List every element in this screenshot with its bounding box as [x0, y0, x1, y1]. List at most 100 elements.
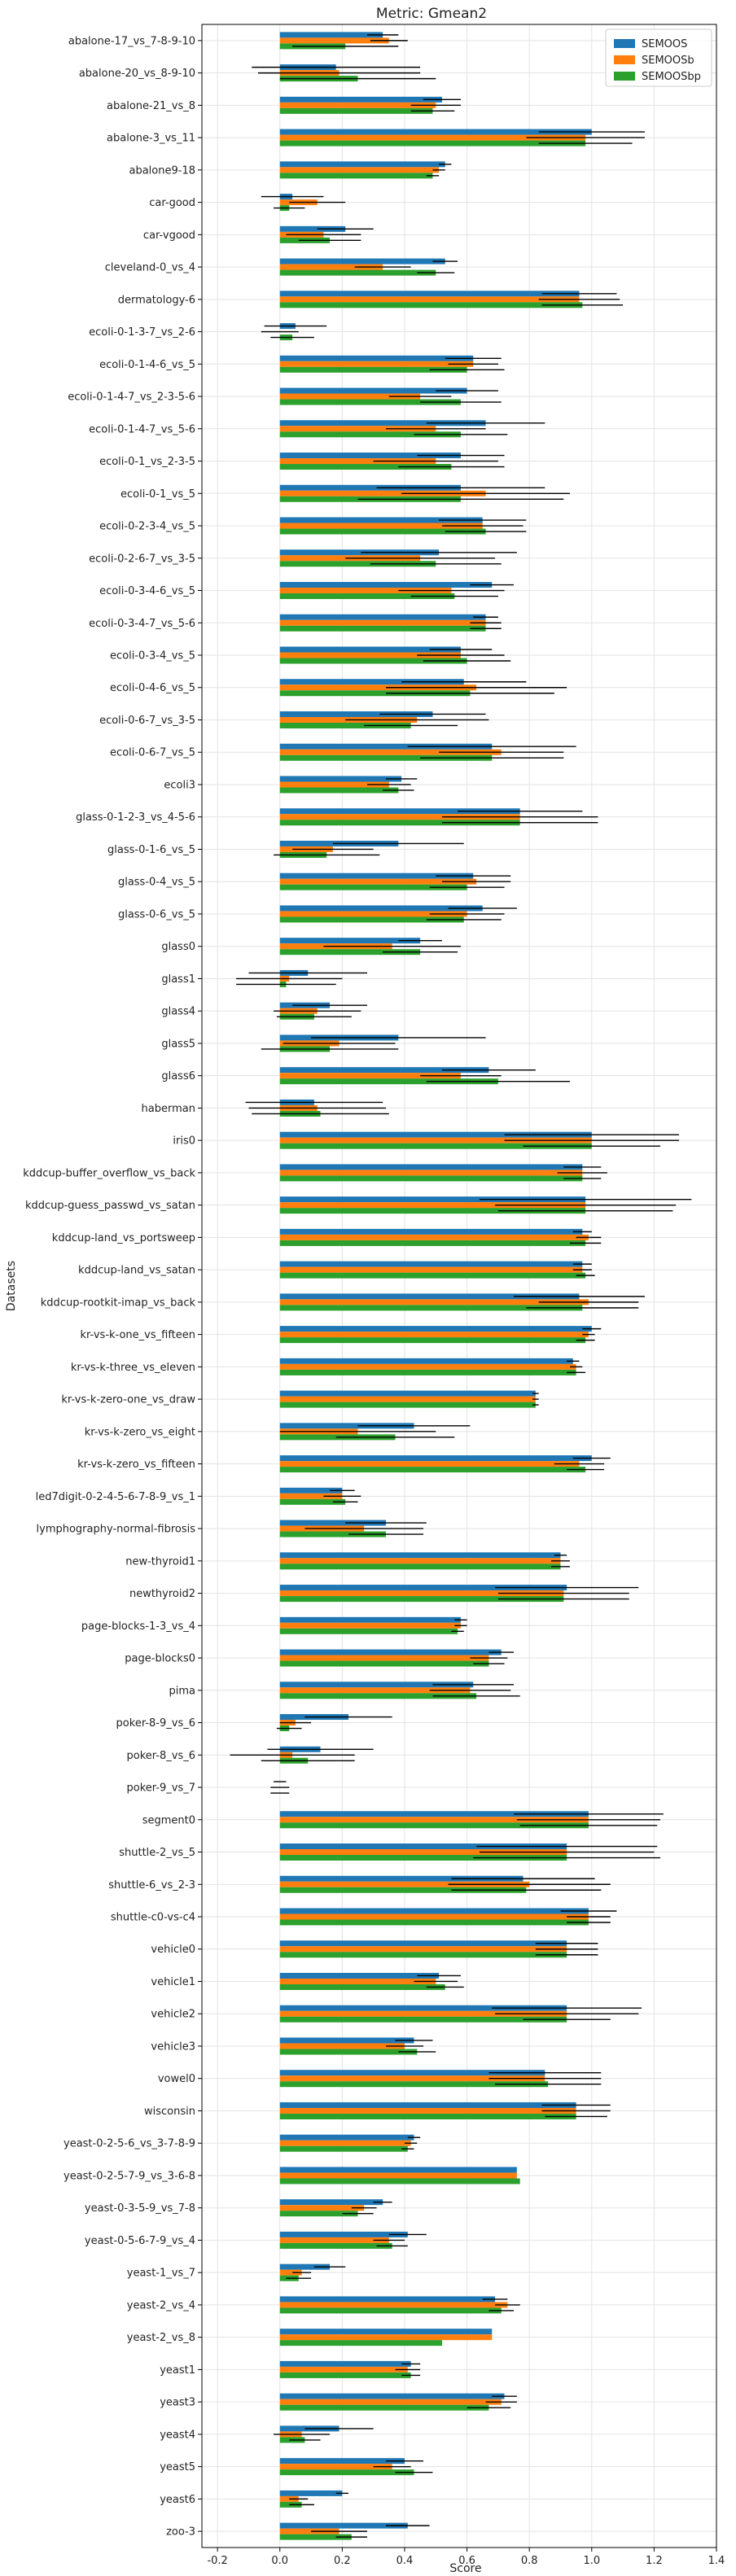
y-tick-label: glass-0-1-6_vs_5: [107, 844, 195, 856]
bar-semoosb: [279, 296, 580, 303]
bar-semoosb: [279, 2528, 340, 2534]
y-tick-label: ecoli-0-1-3-7_vs_2-6: [89, 326, 195, 339]
bar-semoosbp: [279, 1175, 583, 1182]
y-tick-label: poker-8_vs_6: [127, 1750, 195, 1762]
x-tick-label: 0.2: [334, 2555, 351, 2567]
y-tick-label: glass-0-4_vs_5: [118, 877, 195, 889]
bar-semoosbp: [279, 1952, 567, 1958]
bar-semoosb: [279, 1817, 589, 1823]
bar-semoosbp: [279, 1628, 458, 1634]
y-tick-label: yeast3: [160, 2397, 195, 2409]
bar-semoos: [279, 484, 461, 491]
bar-semoos: [279, 1520, 386, 1526]
bar-semoosbp: [279, 1208, 586, 1214]
bar-semoos: [279, 387, 467, 394]
bar-semoosb: [279, 684, 477, 691]
bar-semoosbp: [279, 1305, 583, 1311]
bar-semoosb: [279, 2107, 576, 2114]
bar-semoos: [279, 2458, 405, 2464]
y-tick-label: yeast-1_vs_7: [127, 2268, 195, 2280]
bar-semoos: [279, 1390, 536, 1397]
bar-semoosbp: [279, 1078, 498, 1085]
bar-semoosb: [279, 2205, 365, 2211]
error-bars: [230, 34, 692, 2538]
y-tick-label: newthyroid2: [129, 1588, 195, 1600]
bar-semoosb: [279, 1363, 576, 1370]
bar-semoos: [279, 225, 346, 232]
bar-semoos: [279, 873, 474, 879]
bar-semoos: [279, 355, 474, 361]
y-tick-label: ecoli-0-1_vs_2-3-5: [99, 456, 195, 468]
bar-semoos: [279, 1972, 440, 1979]
y-tick-label: ecoli3: [164, 779, 195, 791]
bar-semoos: [279, 1682, 474, 1688]
bar-semoos: [279, 2329, 493, 2335]
y-tick-label: yeast-2_vs_8: [127, 2332, 195, 2344]
bar-semoosb: [279, 1461, 580, 1467]
y-tick-label: yeast-0-3-5-9_vs_7-8: [85, 2202, 195, 2215]
bar-semoos: [279, 2167, 517, 2173]
y-tick-label: abalone-21_vs_8: [107, 100, 195, 112]
bar-semoos: [279, 711, 433, 717]
bar-semoosbp: [279, 173, 433, 179]
bar-semoosb: [279, 2366, 408, 2373]
bar-semoosb: [279, 458, 436, 465]
y-tick-label: page-blocks-1-3_vs_4: [81, 1620, 195, 1633]
bar-semoosbp: [279, 1822, 589, 1829]
y-tick-label: ecoli-0-6-7_vs_3-5: [99, 715, 195, 727]
bar-semoos: [279, 1875, 524, 1882]
y-tick-label: ecoli-0-1-4-7_vs_5-6: [89, 423, 195, 435]
y-tick-label: yeast-0-2-5-6_vs_3-7-8-9: [64, 2138, 195, 2150]
bar-semoosbp: [279, 625, 486, 632]
y-tick-label: glass6: [161, 1070, 195, 1082]
bar-semoosbp: [279, 820, 520, 826]
bar-semoosbp: [279, 269, 436, 276]
bar-semoosbp: [279, 302, 583, 308]
bar-semoos: [279, 1616, 461, 1623]
y-tick-label: kr-vs-k-zero_vs_fifteen: [77, 1459, 195, 1471]
bar-semoos: [279, 2070, 545, 2076]
y-tick-label: shuttle-6_vs_2-3: [108, 1879, 195, 1892]
bar-semoosbp: [279, 2534, 352, 2540]
bar-semoosbp: [279, 1337, 586, 1344]
bar-semoosb: [279, 1073, 461, 1079]
y-tick-label: abalone-17_vs_7-8-9-10: [68, 35, 195, 47]
bar-semoos: [279, 646, 461, 653]
bar-semoos: [279, 743, 493, 750]
x-tick-label: 0.0: [271, 2555, 288, 2567]
y-tick-label: yeast-0-5-6-7-9_vs_4: [85, 2235, 195, 2247]
bar-semoos: [279, 517, 483, 523]
bar-semoosb: [279, 2269, 302, 2276]
bar-semoos: [279, 291, 580, 297]
bar-semoosb: [279, 2140, 411, 2146]
bar-semoosb: [279, 490, 486, 496]
legend-swatch: [614, 55, 635, 64]
bar-semoosb: [279, 619, 486, 626]
y-tick-label: yeast6: [160, 2494, 195, 2506]
bar-semoosbp: [279, 1143, 592, 1149]
y-tick-label: kddcup-land_vs_satan: [78, 1265, 195, 1277]
y-tick-label: iris0: [173, 1135, 195, 1148]
bar-semoosb: [279, 167, 440, 173]
bar-semoosbp: [279, 561, 436, 567]
bar-semoosb: [279, 1687, 471, 1694]
bar-semoos: [279, 776, 402, 782]
y-tick-label: vehicle1: [151, 1976, 195, 1988]
y-tick-labels: abalone-17_vs_7-8-9-10 abalone-20_vs_8-9-…: [23, 35, 202, 2539]
bar-semoosbp: [279, 2049, 418, 2055]
bar-semoosb: [279, 814, 520, 820]
bar-semoosbp: [279, 1402, 536, 1408]
y-tick-label: glass1: [161, 973, 195, 986]
x-tick-label: 1.4: [708, 2555, 725, 2567]
y-tick-label: kddcup-land_vs_portsweep: [52, 1232, 195, 1244]
x-axis-label: Score: [449, 2562, 481, 2575]
bar-semoos: [279, 2522, 408, 2529]
y-tick-label: poker-9_vs_7: [127, 1782, 195, 1795]
bar-semoos: [279, 679, 464, 685]
bar-semoosb: [279, 2237, 389, 2243]
bar-semoosbp: [279, 1983, 445, 1990]
bar-semoosb: [279, 1655, 489, 1661]
bar-semoosb: [279, 1266, 583, 1273]
y-tick-label: ecoli-0-3-4-7_vs_5-6: [89, 618, 195, 630]
